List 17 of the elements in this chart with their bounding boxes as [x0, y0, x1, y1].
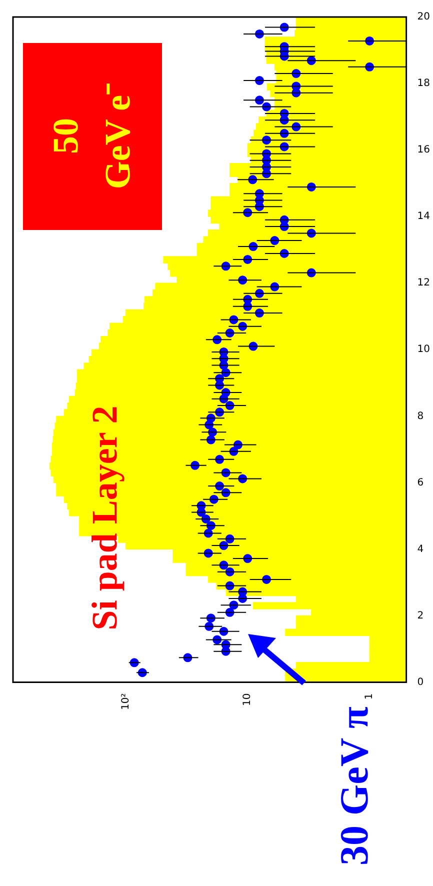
text: Si pad Layer 2 [84, 406, 124, 630]
y-tick-label: 16 [417, 144, 430, 156]
y-tick-label: 6 [417, 477, 424, 488]
text: 50 GeV e⁻ [45, 82, 138, 190]
y-tick-label: 10 [417, 344, 430, 356]
x-tick-label: 10² [120, 693, 132, 710]
text: 30 GeV π [331, 706, 376, 866]
y-tick-label: 18 [417, 78, 430, 90]
y-tick-label: 20 [417, 12, 430, 23]
y-tick-label: 0 [417, 676, 424, 688]
y-tick-label: 2 [417, 610, 424, 622]
y-tick-label: 4 [417, 544, 424, 555]
y-tick-label: 12 [417, 278, 430, 289]
y-tick-label: 8 [417, 410, 424, 422]
x-tick-label: 1 [364, 693, 376, 700]
x-tick-label: 10 [242, 693, 254, 706]
y-tick-label: 14 [417, 211, 430, 222]
